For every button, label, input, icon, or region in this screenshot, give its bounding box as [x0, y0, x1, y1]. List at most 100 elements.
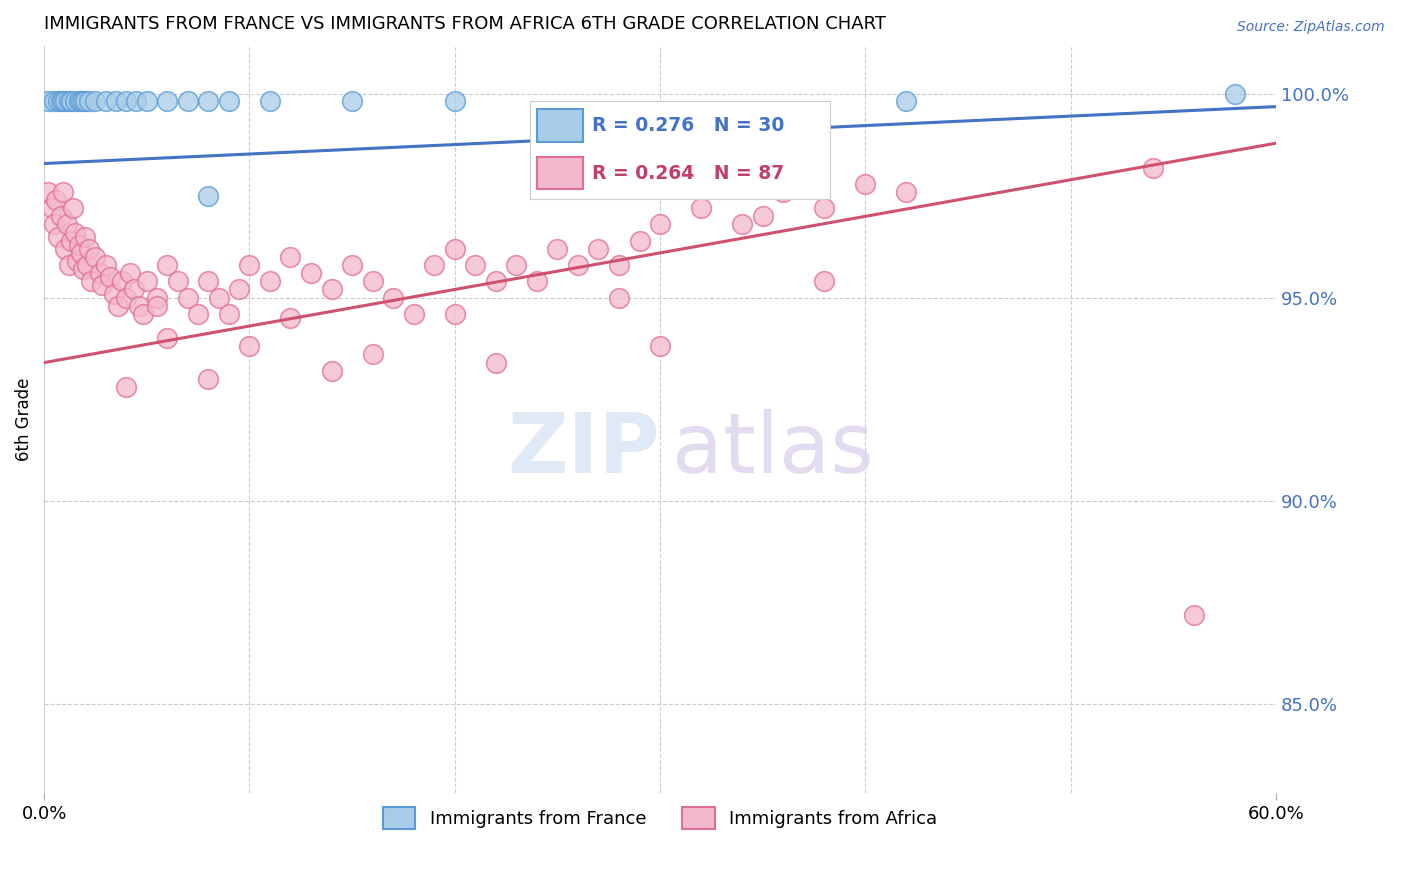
Point	[813, 201, 835, 215]
Point	[135, 274, 157, 288]
Point	[59, 94, 82, 108]
Point	[128, 299, 150, 313]
Point	[103, 286, 125, 301]
Point	[751, 210, 773, 224]
Point	[120, 266, 142, 280]
Point	[67, 94, 90, 108]
Point	[280, 310, 302, 325]
Point	[280, 250, 302, 264]
Point	[124, 283, 146, 297]
Point	[146, 291, 169, 305]
Point	[75, 94, 97, 108]
Point	[70, 246, 93, 260]
Point	[731, 218, 754, 232]
Point	[546, 242, 568, 256]
Text: IMMIGRANTS FROM FRANCE VS IMMIGRANTS FROM AFRICA 6TH GRADE CORRELATION CHART: IMMIGRANTS FROM FRANCE VS IMMIGRANTS FRO…	[44, 15, 886, 33]
Legend: Immigrants from France, Immigrants from Africa: Immigrants from France, Immigrants from …	[375, 800, 945, 837]
Point	[1142, 161, 1164, 175]
Point	[77, 94, 100, 108]
Point	[53, 94, 76, 108]
Point	[58, 94, 80, 108]
Point	[896, 94, 918, 108]
Point	[361, 274, 384, 288]
Point	[62, 201, 84, 215]
Text: ZIP: ZIP	[508, 409, 659, 490]
Point	[125, 94, 148, 108]
Point	[340, 94, 363, 108]
Point	[207, 291, 229, 305]
Point	[41, 201, 63, 215]
Point	[53, 242, 76, 256]
Point	[361, 347, 384, 361]
Point	[156, 94, 179, 108]
Point	[443, 94, 465, 108]
Point	[443, 242, 465, 256]
Point	[52, 185, 75, 199]
Point	[197, 274, 219, 288]
Point	[104, 94, 127, 108]
Point	[77, 242, 100, 256]
Text: Source: ZipAtlas.com: Source: ZipAtlas.com	[1237, 20, 1385, 34]
Point	[156, 258, 179, 272]
Point	[84, 94, 107, 108]
Point	[813, 274, 835, 288]
Point	[526, 274, 548, 288]
Y-axis label: 6th Grade: 6th Grade	[15, 378, 32, 461]
Point	[107, 299, 129, 313]
FancyBboxPatch shape	[530, 101, 831, 199]
Point	[84, 250, 107, 264]
Point	[1182, 607, 1205, 622]
Point	[146, 299, 169, 313]
Point	[72, 94, 94, 108]
Point	[94, 94, 117, 108]
Point	[55, 218, 77, 232]
Point	[423, 258, 446, 272]
Point	[628, 234, 651, 248]
Point	[1223, 87, 1246, 102]
Point	[49, 94, 72, 108]
Point	[89, 266, 111, 280]
Point	[48, 229, 70, 244]
Point	[187, 307, 209, 321]
Text: atlas: atlas	[672, 409, 875, 490]
Point	[37, 185, 59, 199]
Point	[853, 177, 876, 191]
Point	[115, 94, 138, 108]
Point	[166, 274, 188, 288]
Point	[90, 278, 112, 293]
Text: R = 0.264   N = 87: R = 0.264 N = 87	[592, 163, 785, 183]
Point	[76, 258, 98, 272]
Point	[58, 258, 80, 272]
Point	[772, 185, 794, 199]
Point	[45, 193, 67, 207]
Point	[94, 258, 117, 272]
Point	[443, 307, 465, 321]
Point	[382, 291, 405, 305]
Point	[259, 94, 281, 108]
Point	[464, 258, 486, 272]
Point	[115, 291, 138, 305]
Point	[690, 201, 713, 215]
Point	[648, 339, 671, 353]
Point	[588, 242, 610, 256]
Point	[67, 237, 90, 252]
Point	[896, 185, 918, 199]
Point	[321, 283, 343, 297]
Point	[37, 94, 59, 108]
Point	[218, 307, 240, 321]
Point	[66, 254, 89, 268]
Point	[63, 226, 86, 240]
Point	[44, 218, 66, 232]
Point	[70, 94, 93, 108]
Point	[48, 94, 70, 108]
Point	[131, 307, 153, 321]
Text: R = 0.276   N = 30: R = 0.276 N = 30	[592, 116, 785, 136]
Point	[218, 94, 240, 108]
Point	[648, 218, 671, 232]
Point	[98, 270, 121, 285]
Point	[59, 234, 82, 248]
FancyBboxPatch shape	[537, 110, 583, 142]
Point	[197, 94, 219, 108]
Point	[607, 291, 630, 305]
Point	[177, 94, 200, 108]
